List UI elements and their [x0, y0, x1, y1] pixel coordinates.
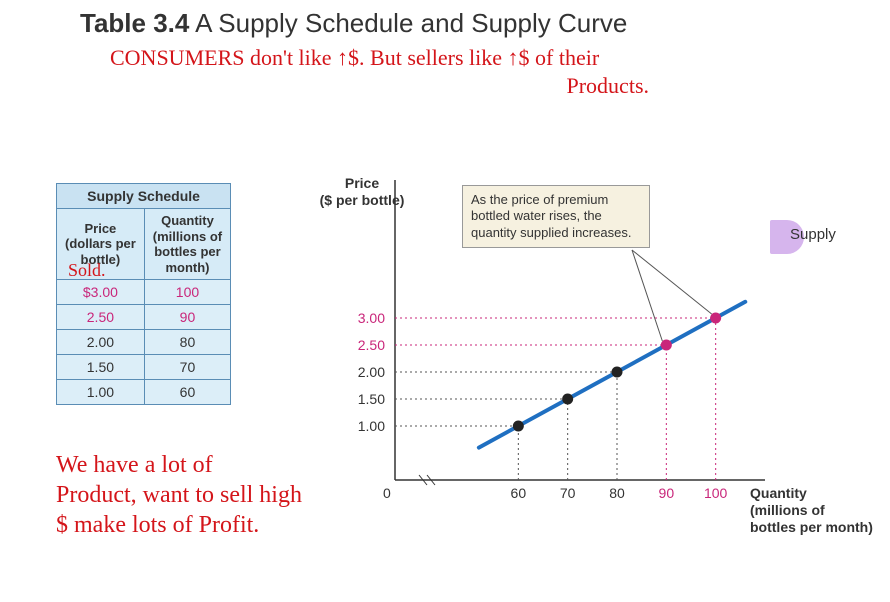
svg-text:1.00: 1.00: [358, 418, 385, 434]
svg-text:60: 60: [511, 485, 527, 501]
svg-text:80: 80: [609, 485, 625, 501]
svg-text:70: 70: [560, 485, 576, 501]
svg-text:2.00: 2.00: [358, 364, 385, 380]
svg-text:0: 0: [383, 485, 391, 501]
svg-text:2.50: 2.50: [358, 337, 385, 353]
svg-text:1.50: 1.50: [358, 391, 385, 407]
svg-text:100: 100: [704, 485, 728, 501]
svg-text:90: 90: [659, 485, 675, 501]
supply-curve-chart: 0 1.00 1.50 2.00 2.50 3.00 60 70 80 90 100: [0, 0, 890, 602]
svg-text:3.00: 3.00: [358, 310, 385, 326]
